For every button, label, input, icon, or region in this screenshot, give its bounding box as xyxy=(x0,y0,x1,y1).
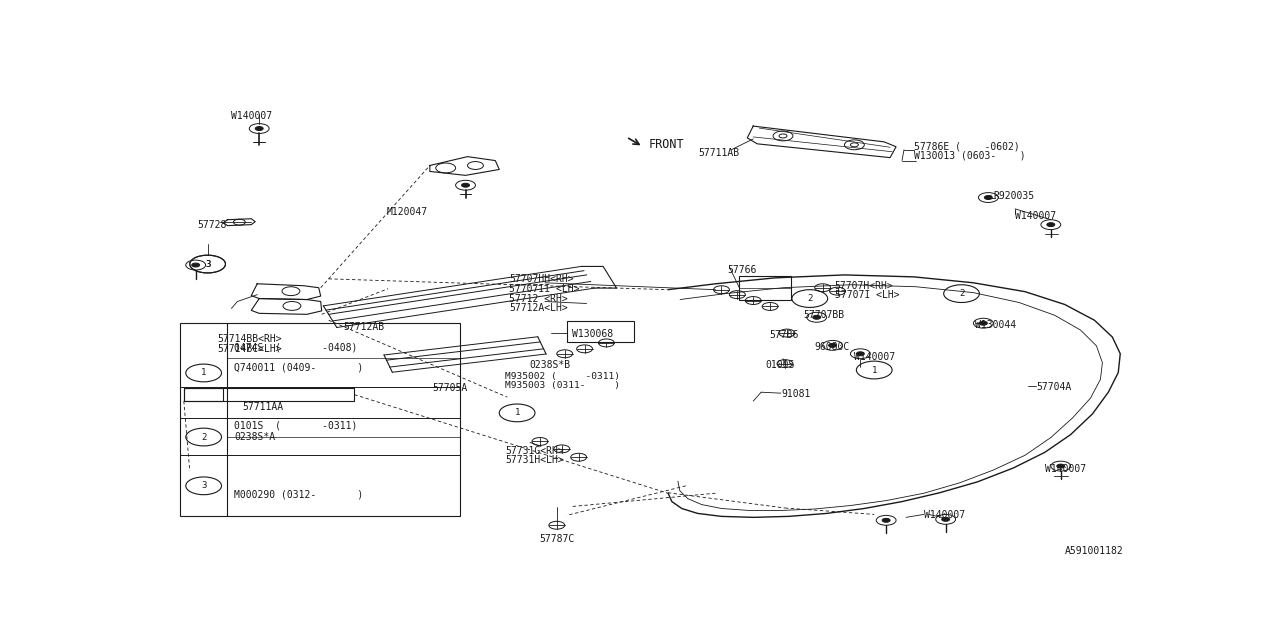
Text: 57707H<RH>: 57707H<RH> xyxy=(835,281,893,291)
Text: 57707I <LH>: 57707I <LH> xyxy=(835,290,899,300)
Text: 57707BB: 57707BB xyxy=(803,310,844,320)
Text: W140007: W140007 xyxy=(1044,463,1085,474)
Text: 3: 3 xyxy=(201,481,206,490)
Text: W140007: W140007 xyxy=(232,111,273,121)
Text: 57766: 57766 xyxy=(727,265,756,275)
Text: W130044: W130044 xyxy=(975,320,1016,330)
Circle shape xyxy=(828,344,837,348)
Text: A591001182: A591001182 xyxy=(1065,546,1124,556)
Text: 0100S: 0100S xyxy=(765,360,795,369)
Circle shape xyxy=(856,352,864,356)
Text: 3: 3 xyxy=(205,260,210,269)
Circle shape xyxy=(882,518,890,522)
Text: 1: 1 xyxy=(201,369,206,378)
Text: 57731H<LH>: 57731H<LH> xyxy=(506,455,564,465)
Bar xyxy=(567,321,634,342)
Text: M000290 (0312-       ): M000290 (0312- ) xyxy=(234,490,364,500)
Text: 57707II <LH>: 57707II <LH> xyxy=(509,284,580,294)
Text: 2: 2 xyxy=(201,433,206,442)
Circle shape xyxy=(942,517,950,522)
Circle shape xyxy=(255,127,264,131)
Circle shape xyxy=(462,183,470,187)
Text: 57714BB<RH>: 57714BB<RH> xyxy=(218,334,282,344)
Text: 57731G<RH>: 57731G<RH> xyxy=(506,446,564,456)
Text: M120047: M120047 xyxy=(387,207,428,218)
Text: 57711AB: 57711AB xyxy=(699,148,740,158)
Text: W140007: W140007 xyxy=(855,352,896,362)
Text: W130068: W130068 xyxy=(572,329,613,339)
Text: 57712A<LH>: 57712A<LH> xyxy=(509,303,568,314)
Circle shape xyxy=(1057,464,1065,468)
Text: 1: 1 xyxy=(515,408,520,417)
Text: 57714BC<LH>: 57714BC<LH> xyxy=(218,344,282,354)
Text: 1: 1 xyxy=(872,365,877,374)
Text: 57712 <RH>: 57712 <RH> xyxy=(509,294,568,303)
Text: M935002 (     -0311): M935002 ( -0311) xyxy=(506,372,621,381)
Bar xyxy=(179,323,460,516)
Text: W140007: W140007 xyxy=(1015,211,1056,221)
Text: 57704A: 57704A xyxy=(1036,382,1071,392)
Text: W140007: W140007 xyxy=(924,510,965,520)
Text: M935003 (0311-     ): M935003 (0311- ) xyxy=(506,381,621,390)
Text: 57786E (    -0602): 57786E ( -0602) xyxy=(914,142,1020,152)
Text: Q740011 (0409-       ): Q740011 (0409- ) xyxy=(234,362,364,372)
Text: 3: 3 xyxy=(205,260,210,269)
Circle shape xyxy=(192,263,200,267)
Text: 0238S*B: 0238S*B xyxy=(529,360,570,370)
Text: 96080C: 96080C xyxy=(815,342,850,352)
Bar xyxy=(740,276,791,300)
Circle shape xyxy=(813,316,820,319)
Text: R920035: R920035 xyxy=(993,191,1034,201)
Text: 57786: 57786 xyxy=(769,330,799,340)
Text: 91081: 91081 xyxy=(781,389,810,399)
Bar xyxy=(184,388,355,401)
Text: 57728: 57728 xyxy=(197,220,227,230)
Text: 57787C: 57787C xyxy=(539,534,575,544)
Text: 0474S  (       -0408): 0474S ( -0408) xyxy=(234,343,358,353)
Text: FRONT: FRONT xyxy=(649,138,685,151)
Text: 0101S  (       -0311): 0101S ( -0311) xyxy=(234,420,358,431)
Text: 0238S*A: 0238S*A xyxy=(234,432,275,442)
Text: 2: 2 xyxy=(959,289,964,298)
Text: 57712AB: 57712AB xyxy=(343,322,385,332)
Bar xyxy=(184,388,224,401)
Circle shape xyxy=(1047,223,1055,227)
Circle shape xyxy=(979,321,987,325)
Circle shape xyxy=(984,196,992,200)
Text: W130013 (0603-    ): W130013 (0603- ) xyxy=(914,150,1025,161)
Text: 57711AA: 57711AA xyxy=(242,402,283,412)
Text: 2: 2 xyxy=(808,294,813,303)
Text: 57707HH<RH>: 57707HH<RH> xyxy=(509,274,573,284)
Text: 57705A: 57705A xyxy=(433,383,468,393)
